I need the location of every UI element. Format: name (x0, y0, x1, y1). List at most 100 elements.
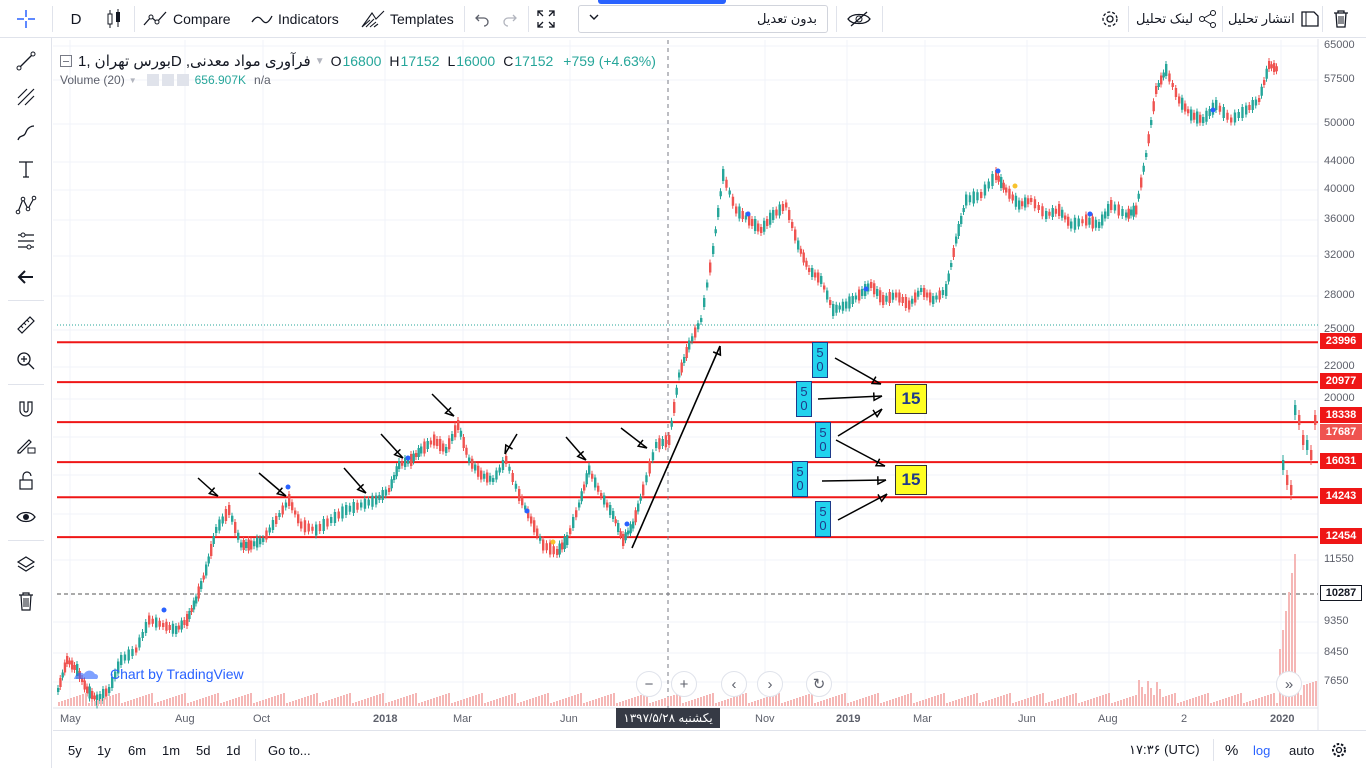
scroll-left-button[interactable]: ‹ (721, 671, 747, 697)
prediction-tool[interactable] (10, 226, 42, 256)
reset-chart-button[interactable]: ↻ (806, 671, 832, 697)
crosshair-tool-button[interactable] (0, 0, 52, 38)
pattern-tool[interactable] (10, 190, 42, 220)
volume-bar (799, 697, 801, 706)
range-5y[interactable]: 5y (68, 742, 82, 758)
volume-bar (1171, 694, 1173, 706)
trash-button[interactable] (1332, 0, 1352, 38)
volume-bar (70, 698, 72, 706)
reset-icon: ↻ (812, 676, 826, 693)
candle-body (1290, 485, 1293, 495)
publish-button[interactable]: انتشار تحلیل (1228, 0, 1321, 38)
templates-button[interactable]: Templates (360, 0, 454, 38)
settings-button[interactable] (1100, 0, 1122, 38)
adjustment-select[interactable]: بدون تعدیل (578, 5, 828, 33)
candle-body (932, 296, 935, 304)
volume-bar (514, 693, 516, 706)
volume-bar (1192, 698, 1194, 706)
share-link-label: لینک تحلیل (1136, 11, 1194, 26)
zoom-out-button[interactable]: − (636, 671, 662, 697)
remove-drawings-button[interactable] (10, 586, 42, 616)
range-5d[interactable]: 5d (196, 742, 211, 758)
volume-close-icon[interactable] (176, 74, 189, 86)
fib-tool[interactable] (10, 82, 42, 112)
magnet-tool[interactable] (10, 394, 42, 424)
volume-bar (274, 696, 276, 706)
object-tree-button[interactable] (10, 550, 42, 580)
volume-bar (1264, 696, 1266, 706)
candle-body (700, 318, 703, 322)
zoom-in-button[interactable]: + (671, 671, 697, 697)
brush-tool[interactable] (10, 118, 42, 148)
auto-toggle[interactable]: auto (1289, 742, 1315, 758)
candle-body (168, 625, 171, 630)
hide-button[interactable] (846, 0, 872, 38)
settings-button[interactable] (1331, 731, 1347, 768)
volume-bar (1255, 699, 1257, 706)
log-toggle[interactable]: log (1253, 742, 1271, 758)
candle-body (1258, 98, 1261, 102)
fullscreen-button[interactable] (536, 0, 558, 38)
symbol-menu-icon[interactable]: ▼ (314, 55, 325, 67)
volume-bar (1150, 688, 1152, 706)
hide-drawings-tool[interactable] (10, 502, 42, 532)
goto-date-button[interactable]: Go to... (268, 742, 311, 758)
scroll-to-realtime-button[interactable]: » (1276, 671, 1302, 697)
candle-body (200, 581, 203, 589)
interval-button[interactable]: D (70, 10, 82, 28)
volume-bar (1261, 697, 1263, 706)
compare-label: Compare (173, 11, 231, 27)
drag-handle[interactable] (598, 0, 726, 4)
share-link-button[interactable]: لینک تحلیل (1136, 0, 1219, 38)
zoom-tool[interactable] (10, 346, 42, 376)
tradingview-watermark[interactable]: Chart by TradingView (72, 664, 244, 684)
volume-bar (508, 695, 510, 706)
volume-hide-icon[interactable] (146, 74, 159, 86)
annotation-15-box[interactable]: 15 (895, 465, 927, 495)
percent-toggle[interactable]: % (1225, 741, 1239, 759)
compare-button[interactable]: Compare (142, 0, 231, 38)
candle-body (1178, 96, 1181, 104)
range-1m[interactable]: 1m (162, 742, 181, 758)
trend-line-tool[interactable] (10, 46, 42, 76)
volume-title[interactable]: Volume (20) (60, 73, 125, 87)
annotation-15-box[interactable]: 15 (895, 384, 927, 414)
candle-body (1314, 415, 1317, 425)
volume-bar (1180, 702, 1182, 706)
hide-toolbar-button[interactable] (10, 262, 42, 292)
candle-body (923, 288, 926, 297)
volume-settings-icon[interactable] (161, 74, 174, 86)
candle-body (566, 535, 569, 545)
chart-style-button[interactable] (104, 0, 126, 38)
indicators-button[interactable]: Indicators (250, 0, 339, 38)
volume-bar (469, 697, 471, 706)
candle-body (242, 540, 245, 550)
annotation-arrowhead (576, 450, 587, 461)
timezone-button[interactable]: ۱۷:۳۶ (UTC) (1129, 742, 1200, 757)
text-tool[interactable] (10, 154, 42, 184)
volume-menu-icon[interactable]: ▼ (128, 75, 137, 85)
volume-bar (232, 699, 234, 706)
range-6m[interactable]: 6m (128, 742, 147, 758)
collapse-legend-icon[interactable] (60, 55, 72, 67)
redo-button[interactable] (502, 0, 520, 38)
scroll-right-button[interactable]: › (757, 671, 783, 697)
range-1y[interactable]: 1y (97, 742, 111, 758)
undo-button[interactable] (474, 0, 492, 38)
measure-tool[interactable] (10, 310, 42, 340)
candle-body (639, 496, 642, 501)
range-1d[interactable]: 1d (226, 742, 241, 758)
symbol-title[interactable]: بورس تهران ,1D ,فرآوری مواد معدنی (78, 53, 311, 70)
candle-body (612, 511, 615, 519)
lock-drawings-tool[interactable] (10, 466, 42, 496)
stay-in-drawing-tool[interactable] (10, 430, 42, 460)
candle-body (1127, 208, 1130, 219)
volume-bar (1231, 696, 1233, 706)
volume-bar (268, 698, 270, 706)
